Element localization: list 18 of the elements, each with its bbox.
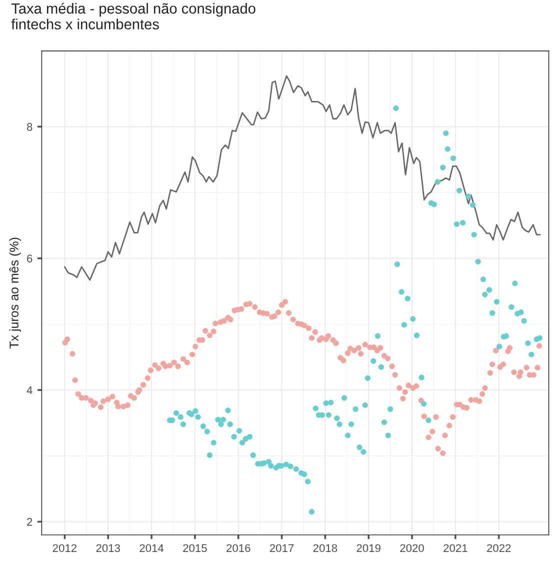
- y-tick-label: 6: [27, 254, 32, 262]
- x-tick-label: 2021: [444, 544, 468, 552]
- y-tick-label: 2: [27, 518, 32, 526]
- x-tick-label: 2022: [487, 544, 511, 552]
- x-tick-label: 2018: [313, 544, 338, 552]
- x-tick-label: 2020: [400, 544, 424, 552]
- x-tick-label: 2012: [52, 544, 77, 552]
- y-axis-title: Tx juros ao mês (%): [9, 238, 21, 349]
- x-tick-label: 2015: [183, 544, 207, 552]
- y-tick-label: 4: [26, 386, 32, 394]
- x-tick-label: 2016: [226, 544, 250, 552]
- y-tick-label: 8: [26, 122, 32, 131]
- x-tick-label: 2014: [140, 544, 164, 552]
- line-series: [64, 75, 541, 281]
- x-tick-label: 2013: [96, 544, 120, 552]
- x-tick-label: 2017: [270, 544, 294, 552]
- x-tick-label: 2019: [356, 544, 380, 552]
- chart-title: Taxa média - pessoal não consignado fintechs x incumbentes: [11, 2, 256, 30]
